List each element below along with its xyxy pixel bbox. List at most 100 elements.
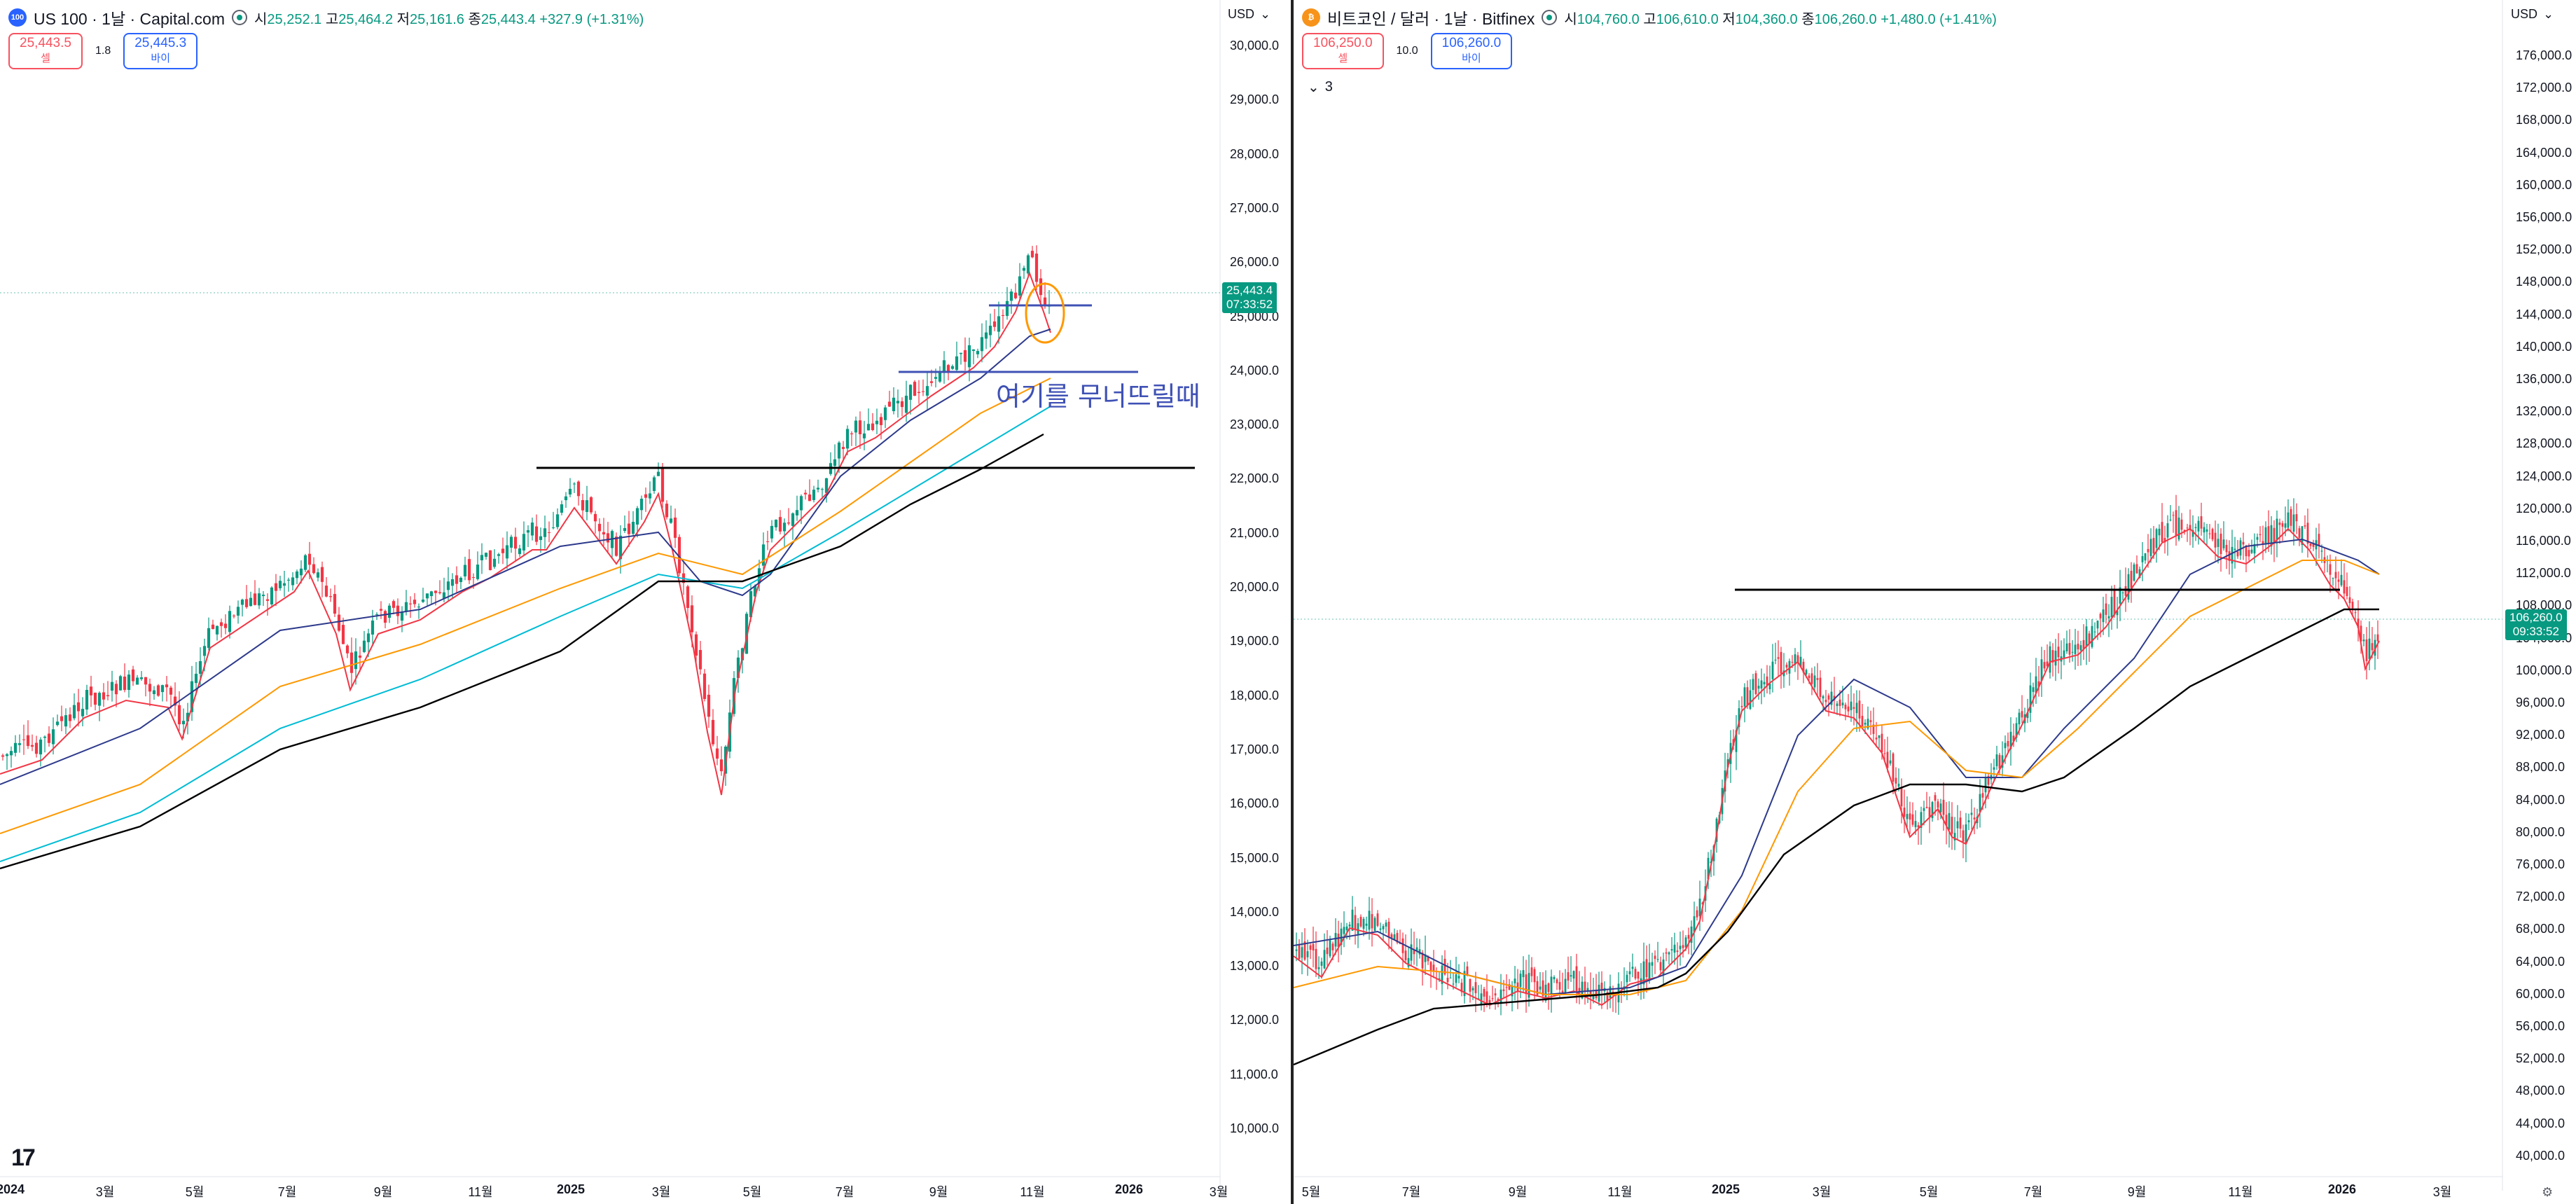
time-axis-label: 9월: [1508, 1185, 1528, 1199]
btc-candle: [1452, 983, 1455, 985]
us100-candle: [564, 496, 568, 501]
chart-annotation-text[interactable]: 여기를 무너뜨릴때: [996, 381, 1200, 412]
us100-candle: [1005, 300, 1009, 317]
us100-candle: [156, 685, 160, 696]
buy-button[interactable]: 25,445.3 바이: [123, 33, 198, 69]
btc-candle: [1407, 957, 1410, 967]
us100-candle: [160, 685, 165, 693]
us100-candle: [513, 537, 518, 549]
price-axis-label: 120,000.0: [2516, 501, 2572, 515]
eye-icon[interactable]: [231, 10, 247, 25]
currency-selector[interactable]: USD ⌄: [2511, 7, 2554, 22]
btc-candle: [2012, 735, 2015, 742]
currency-selector[interactable]: USD ⌄: [1228, 7, 1270, 22]
btc-candle: [1466, 966, 1469, 976]
sell-button[interactable]: 106,250.0 셀: [1302, 33, 1384, 69]
btc-candle: [2351, 602, 2354, 609]
btc-candle: [1900, 787, 1903, 807]
btc-candle: [1670, 949, 1673, 951]
chart-pane-us100[interactable]: 100 US 100 · 1날 · Capital.com 시25,252.1 …: [0, 0, 1291, 1204]
btc-candle: [1376, 913, 1379, 926]
time-axis-label: 3월: [95, 1185, 115, 1199]
open-label: 시: [254, 11, 268, 27]
us100-candle: [110, 681, 114, 691]
us100-candle: [522, 534, 526, 551]
btc-candle: [1539, 986, 1542, 990]
btc-candle: [1746, 687, 1749, 706]
btc-candle: [2021, 711, 2023, 718]
us100-candle: [602, 532, 606, 535]
us100-candle: [328, 596, 333, 597]
btc-candle: [1326, 947, 1329, 955]
low-value: 104,360.0: [1735, 11, 1798, 27]
indicators-collapse-toggle[interactable]: ⌄ 3: [1308, 78, 1333, 96]
us100-candle: [917, 392, 921, 394]
btc-candle: [1951, 817, 1953, 834]
bar-countdown: 09:33:52: [2512, 625, 2559, 638]
btc-candle: [1923, 808, 1925, 811]
btc-candle: [1488, 999, 1491, 1004]
btc-candle: [1575, 966, 1578, 992]
us100-candle: [47, 733, 51, 743]
btc-candle: [1805, 670, 1808, 674]
btc-candle: [1911, 814, 1914, 825]
us100-candle: [698, 650, 702, 670]
btc-candle: [2130, 571, 2133, 588]
time-axis-label: 11월: [1020, 1185, 1045, 1199]
price-chart-us100[interactable]: [0, 0, 1291, 1204]
us100-candle: [812, 490, 816, 500]
sell-button[interactable]: 25,443.5 셀: [8, 33, 83, 69]
btc-candle: [1645, 959, 1648, 978]
time-axis-label: 2025: [556, 1182, 586, 1196]
close-value: 106,260.0: [1814, 11, 1877, 27]
us100-candle: [139, 677, 144, 679]
price-chart-bitcoin[interactable]: [1294, 0, 2576, 1204]
btc-candle: [2099, 614, 2102, 618]
btc-candle: [1522, 970, 1525, 978]
btc-candle: [1519, 974, 1522, 987]
pane-divider[interactable]: [1291, 0, 1294, 1204]
us100-candle: [631, 521, 635, 534]
us100-candle: [950, 366, 955, 369]
us100-candle: [123, 677, 127, 691]
us100-candle: [333, 594, 337, 614]
symbol-title[interactable]: US 100 · 1날 · Capital.com: [34, 10, 225, 28]
btc-candle: [2225, 545, 2228, 553]
bitcoin-icon: ₿: [1302, 8, 1320, 27]
us100-candle: [190, 681, 194, 712]
time-axis-label: 7월: [2023, 1185, 2043, 1199]
us100-candle: [135, 677, 139, 685]
tradingview-logo[interactable]: 17: [11, 1144, 36, 1171]
btc-candle: [1536, 981, 1539, 995]
us100-candle: [690, 605, 694, 632]
time-axis-label: 11월: [468, 1185, 493, 1199]
settings-icon[interactable]: ⚙: [2542, 1185, 2554, 1199]
us100-candle: [1009, 291, 1013, 301]
eye-icon[interactable]: [1542, 10, 1558, 25]
symbol-title[interactable]: 비트코인 / 달러 · 1날 · Bitfinex: [1327, 10, 1535, 28]
btc-candle: [1609, 986, 1612, 998]
us100-candle: [392, 601, 396, 608]
btc-candle: [1656, 959, 1659, 960]
open-label: 시: [1564, 11, 1577, 27]
btc-candle: [1665, 952, 1668, 954]
us100-candle: [967, 345, 971, 368]
price-axis-label: 176,000.0: [2516, 48, 2572, 62]
btc-candle: [2245, 546, 2248, 557]
chart-pane-bitcoin[interactable]: ₿ 비트코인 / 달러 · 1날 · Bitfinex 시104,760.0 고…: [1294, 0, 2576, 1204]
us100-candle: [207, 628, 211, 649]
btc-candle: [2141, 556, 2144, 562]
buy-button[interactable]: 106,260.0 바이: [1430, 33, 1513, 69]
btc-candle: [2077, 644, 2079, 650]
us100-candle: [677, 537, 681, 574]
btc-candle: [2043, 662, 2046, 669]
change-value: +1,480.0 (+1.41%): [1881, 11, 1997, 27]
btc-candle: [1844, 705, 1847, 710]
us100-candle: [228, 611, 232, 632]
btc-candle: [1514, 978, 1516, 983]
btc-candle: [1320, 961, 1323, 966]
btc-candle: [1802, 661, 1805, 673]
btc-candle: [2329, 564, 2332, 575]
us100-candle: [345, 645, 349, 653]
btc-candle: [1965, 824, 1967, 844]
